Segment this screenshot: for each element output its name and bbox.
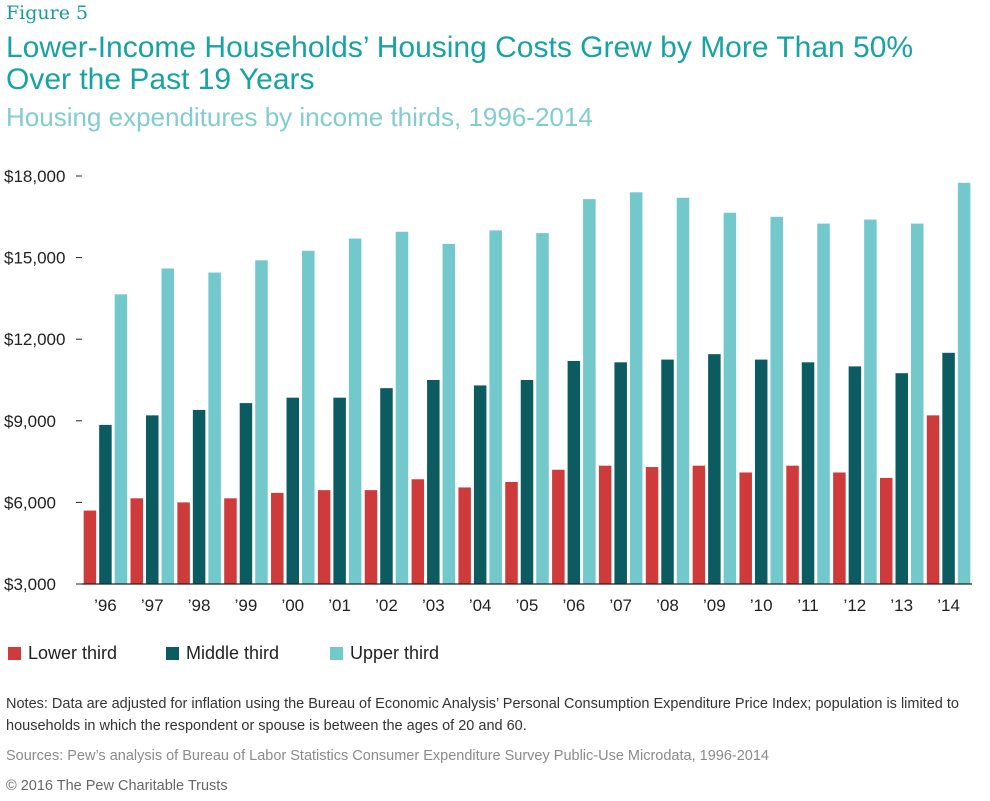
x-tick-label: ’09 [703, 596, 726, 615]
bar-upper-third [957, 182, 971, 585]
y-tick-label: $9,000 [4, 412, 56, 431]
bar-lower-third [83, 510, 97, 584]
chart-subtitle: Housing expenditures by income thirds, 1… [6, 102, 593, 132]
bar-middle-third [192, 409, 206, 584]
bar-upper-third [302, 250, 315, 585]
x-tick-label: ’99 [235, 596, 258, 615]
bar-upper-third [489, 230, 502, 584]
bar-middle-third [146, 415, 159, 584]
bar-upper-third [817, 223, 830, 584]
x-tick-label: ’01 [328, 596, 351, 615]
bar-upper-third [629, 192, 643, 584]
x-tick-label: ’98 [188, 596, 211, 615]
bar-lower-third [833, 472, 846, 584]
bar-upper-third [583, 199, 596, 584]
x-tick-label: ’00 [281, 596, 304, 615]
x-tick-label: ’08 [656, 596, 679, 615]
y-tick-label: $3,000 [4, 575, 56, 594]
bar-upper-third [114, 294, 128, 584]
legend-item-middle-third: Middle third [166, 641, 279, 665]
bar-lower-third [598, 465, 612, 584]
x-tick-label: ’03 [422, 596, 445, 615]
legend-swatch-lower-third [8, 646, 21, 660]
bar-upper-third [161, 268, 175, 584]
bar-middle-third [801, 362, 815, 584]
bar-middle-third [848, 366, 862, 584]
chart-legend: Lower third Middle third Upper third [8, 641, 708, 665]
x-tick-label: ’04 [469, 596, 492, 615]
bar-upper-third [864, 219, 877, 584]
bar-middle-third [380, 388, 393, 584]
legend-label-lower-third: Lower third [28, 642, 118, 663]
bar-upper-third [676, 197, 690, 584]
bar-chart: $3,000 $6,000 $9,000 $12,000 $15,000 $18,000 ’… [4, 167, 972, 615]
bar-middle-third [286, 397, 300, 584]
bar-lower-third [317, 490, 331, 584]
bar-lower-third [177, 502, 190, 584]
bar-middle-third [239, 403, 253, 584]
bar-middle-third [661, 359, 674, 584]
bar-lower-third [505, 482, 518, 584]
figure-label: Figure 5 [6, 2, 89, 24]
bar-upper-third [442, 244, 456, 584]
bar-lower-third [271, 492, 284, 584]
legend-label-middle-third: Middle third [186, 642, 280, 663]
legend-label-upper-third: Upper third [350, 642, 440, 663]
bar-upper-third [723, 212, 737, 584]
x-tick-label: ’05 [516, 596, 539, 615]
bar-middle-third [754, 359, 768, 584]
copyright-notice: © 2016 The Pew Charitable Trusts [6, 778, 228, 794]
bar-lower-third [458, 487, 471, 584]
x-tick-label: ’10 [750, 596, 773, 615]
x-tick-label: ’14 [937, 596, 960, 615]
x-tick-label: ’07 [609, 596, 632, 615]
bar-middle-third [99, 424, 112, 584]
bar-lower-third [879, 477, 893, 584]
x-tick-label: ’96 [94, 596, 117, 615]
x-tick-label: ’97 [141, 596, 164, 615]
bar-upper-third [255, 260, 268, 584]
bar-upper-third [770, 216, 783, 585]
bar-middle-third [520, 380, 534, 584]
y-tick-label: $6,000 [4, 493, 56, 512]
bar-middle-third [895, 373, 908, 584]
legend-item-lower-third: Lower third [8, 641, 117, 665]
legend-item-upper-third: Upper third [330, 641, 439, 665]
bar-middle-third [333, 397, 346, 584]
bar-lower-third [552, 469, 565, 584]
bar-middle-third [708, 354, 721, 584]
bar-lower-third [739, 472, 752, 584]
bar-lower-third [411, 479, 425, 584]
y-tick-label: $12,000 [4, 330, 65, 349]
bar-middle-third [473, 385, 487, 584]
y-tick-label: $18,000 [4, 167, 65, 186]
chart-sources: Sources: Pew’s analysis of Bureau of Lab… [6, 748, 769, 764]
bar-lower-third [786, 465, 799, 584]
bar-upper-third [208, 272, 221, 584]
legend-swatch-middle-third [166, 646, 179, 660]
bar-upper-third [536, 233, 549, 584]
chart-notes: Notes: Data are adjusted for inflation u… [6, 696, 959, 734]
bar-lower-third [364, 490, 378, 584]
x-tick-label: ’12 [844, 596, 867, 615]
x-tick-label: ’13 [890, 596, 913, 615]
bar-upper-third [910, 223, 924, 584]
y-tick-label: $15,000 [4, 249, 65, 268]
bar-middle-third [942, 352, 955, 584]
x-tick-label: ’02 [375, 596, 398, 615]
bar-lower-third [645, 467, 659, 584]
x-tick-label: ’11 [797, 596, 818, 615]
bar-upper-third [395, 231, 409, 584]
bar-upper-third [348, 238, 362, 584]
legend-swatch-upper-third [330, 646, 343, 660]
bar-lower-third [926, 415, 940, 584]
chart-title: Lower-Income Households’ Housing Costs G… [6, 31, 914, 96]
bar-middle-third [614, 362, 627, 584]
bar-lower-third [224, 498, 237, 584]
bar-lower-third [130, 498, 144, 584]
x-tick-label: ’06 [562, 596, 585, 615]
bar-middle-third [427, 380, 440, 584]
bar-lower-third [692, 465, 706, 584]
bar-middle-third [567, 360, 581, 584]
